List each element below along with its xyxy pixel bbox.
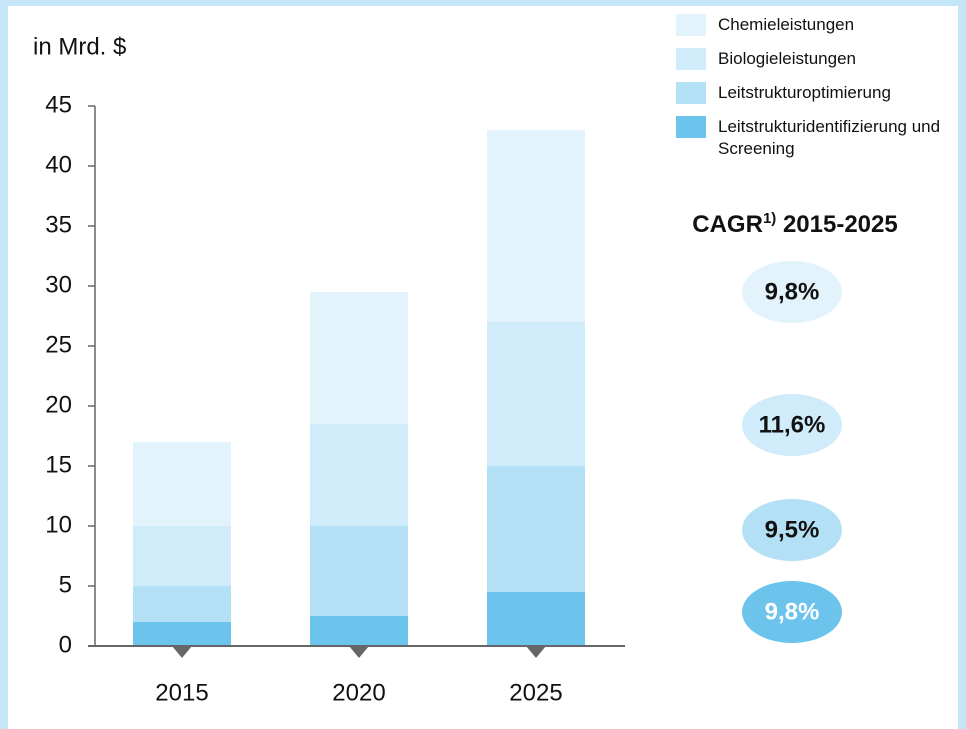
legend-label: Leitstrukturoptimierung [718,83,891,102]
legend-swatch [676,82,706,104]
bar-segment [487,466,585,592]
cagr-main: CAGR [692,211,763,238]
bar-segment [487,592,585,646]
legend: Chemieleistungen Biologieleistungen Leitst… [676,14,961,172]
y-tick-label: 5 [59,571,72,598]
legend-item: Biologieleistungen [676,48,961,70]
cagr-value: 11,6% [759,411,826,438]
cagr-bubble [742,499,842,561]
tick-triangle [526,646,546,658]
x-tick-label: 2020 [332,679,385,706]
legend-item: Chemieleistungen [676,14,961,36]
bar-segment [487,322,585,466]
y-tick-label: 40 [45,151,72,178]
bar-segment [133,526,231,586]
cagr-bubble [742,261,842,323]
bar-segment [310,526,408,616]
y-tick-label: 10 [45,511,72,538]
x-tick-label: 2025 [509,679,562,706]
cagr-value: 9,5% [765,516,820,543]
legend-swatch [676,48,706,70]
y-tick-label: 30 [45,271,72,298]
y-tick-label: 25 [45,331,72,358]
bar-segment [310,424,408,526]
cagr-title: CAGR1) 2015-2025 [645,210,945,239]
cagr-bubble [742,394,842,456]
cagr-bubble [742,581,842,643]
y-tick-label: 20 [45,391,72,418]
y-tick-label: 35 [45,211,72,238]
legend-swatch [676,116,706,138]
tick-triangle [172,646,192,658]
bar-segment [133,442,231,526]
legend-label: Chemieleistungen [718,15,855,34]
legend-item: Leitstrukturoptimierung [676,82,961,104]
legend-item: Leitstrukturidentifizierung und Screenin… [676,116,961,160]
legend-label: Leitstrukturidentifizierung und Screenin… [718,117,941,158]
bar-segment [310,616,408,646]
unit-label: in Mrd. $ [33,33,126,60]
cagr-period: 2015-2025 [782,211,898,238]
cagr-sup: 1) [762,210,777,227]
legend-swatch [676,14,706,36]
cagr-value: 9,8% [765,278,820,305]
legend-label: Biologieleistungen [718,49,856,68]
bar-segment [133,622,231,646]
y-tick-label: 0 [59,631,72,658]
tick-triangle [349,646,369,658]
bar-segment [133,586,231,622]
bar-segment [310,292,408,424]
y-tick-label: 15 [45,451,72,478]
cagr-value: 9,8% [765,598,820,625]
y-tick-label: 45 [45,91,72,118]
x-tick-label: 2015 [155,679,208,706]
bar-segment [487,130,585,322]
